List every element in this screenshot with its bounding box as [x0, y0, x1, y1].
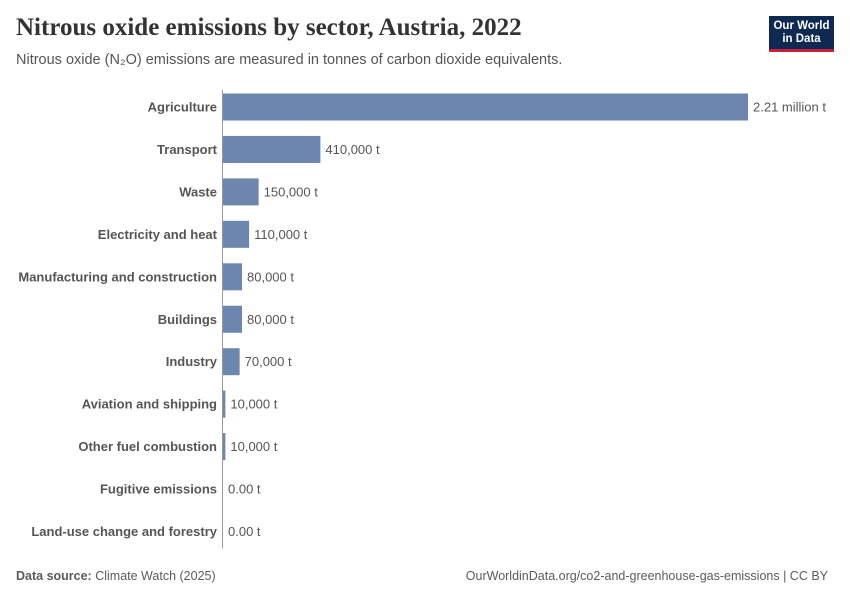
value-label: 10,000 t	[230, 397, 277, 412]
bar[interactable]	[223, 348, 240, 376]
category-label: Fugitive emissions	[100, 482, 217, 497]
category-label: Waste	[179, 184, 217, 199]
bar-chart: Agriculture 2.21 million t Transport 410,00…	[18, 90, 826, 549]
category-label: Electricity and heat	[98, 227, 218, 242]
bar[interactable]	[223, 263, 243, 291]
value-label: 0.00 t	[228, 524, 261, 539]
bar[interactable]	[223, 433, 226, 461]
chart-title: Nitrous oxide emissions by sector, Austr…	[16, 14, 522, 41]
footer-link[interactable]: OurWorldinData.org/co2-and-greenhouse-ga…	[465, 569, 828, 583]
value-label: 410,000 t	[325, 142, 380, 157]
bar[interactable]	[223, 135, 321, 163]
category-label: Buildings	[158, 312, 217, 327]
logo-line-1: Our World	[773, 20, 830, 32]
data-source: Data source: Climate Watch (2025)	[16, 569, 216, 583]
data-source-label: Data source:	[16, 569, 92, 583]
value-label: 70,000 t	[245, 354, 292, 369]
bar[interactable]	[223, 178, 259, 206]
data-source-link[interactable]: Climate Watch (2025)	[95, 569, 216, 583]
bar[interactable]	[223, 390, 226, 418]
category-label: Land-use change and forestry	[31, 524, 217, 539]
owid-logo[interactable]: Our World in Data	[769, 16, 834, 52]
chart-subtitle: Nitrous oxide (N₂O) emissions are measur…	[16, 52, 563, 68]
bar[interactable]	[223, 305, 243, 333]
value-label: 80,000 t	[247, 312, 294, 327]
category-label: Agriculture	[148, 100, 217, 115]
category-label: Transport	[157, 142, 218, 157]
value-label: 2.21 million t	[753, 100, 826, 115]
category-label: Industry	[166, 354, 218, 369]
logo-line-2: in Data	[782, 33, 821, 45]
value-label: 150,000 t	[264, 184, 319, 199]
value-label: 110,000 t	[254, 227, 308, 242]
value-label: 10,000 t	[230, 439, 277, 454]
bar[interactable]	[223, 93, 748, 121]
category-label: Other fuel combustion	[78, 439, 217, 454]
category-label: Aviation and shipping	[82, 397, 217, 412]
category-label: Manufacturing and construction	[18, 269, 217, 284]
value-label: 80,000 t	[247, 269, 294, 284]
bar[interactable]	[223, 220, 250, 248]
value-label: 0.00 t	[228, 482, 261, 497]
